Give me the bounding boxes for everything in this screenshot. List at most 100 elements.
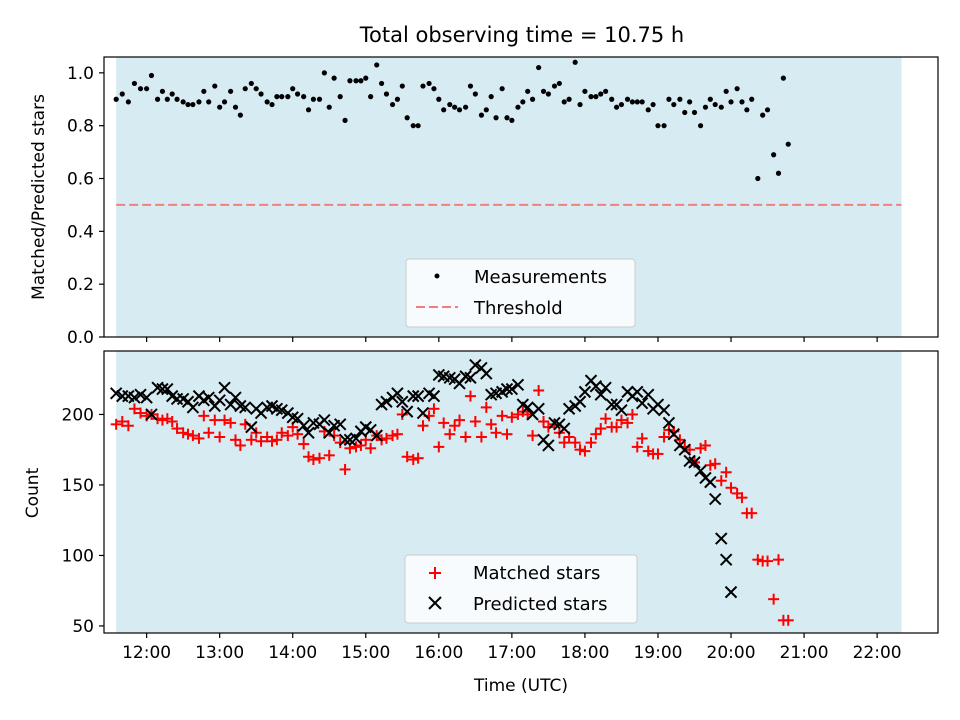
predicted-star-b <box>186 401 200 414</box>
legend-matched-marker <box>429 567 441 579</box>
predicted-star-b <box>202 391 215 404</box>
matched-star-point <box>506 411 518 423</box>
predicted-star-point <box>562 402 576 416</box>
matched-star-point <box>768 593 780 605</box>
predicted-star-point <box>631 385 644 399</box>
predicted-star-b <box>359 420 372 434</box>
measurement-point <box>536 64 542 71</box>
measurement-point <box>755 175 761 182</box>
predicted-star-b <box>631 385 644 399</box>
measurement-point <box>540 88 547 94</box>
bottom-x-tick-label: 17:00 <box>487 643 536 663</box>
measurement-point <box>269 101 275 108</box>
measurement-point <box>520 99 526 105</box>
measurement-point <box>206 99 212 105</box>
predicted-star-b <box>239 401 252 414</box>
measurement-point <box>174 96 180 102</box>
measurement-point <box>572 59 578 65</box>
matched-star-point <box>600 413 612 425</box>
measurement-point <box>504 115 510 121</box>
matched-star-point <box>720 466 732 478</box>
predicted-star-b <box>245 420 258 434</box>
bottom-y-axis: 50 100 150 200 <box>62 405 104 637</box>
measurement-point <box>374 62 380 68</box>
measurement-point <box>159 88 166 94</box>
measurement-point <box>582 88 588 94</box>
matched-star-point <box>725 482 737 494</box>
measurement-point <box>290 86 296 92</box>
bottom-legend: Matched stars Predicted stars <box>404 554 638 624</box>
predicted-star-point <box>161 382 174 396</box>
matched-star-point <box>255 435 267 447</box>
predicted-star-b <box>400 405 414 418</box>
measurement-point <box>248 80 254 87</box>
predicted-star-b <box>229 391 242 404</box>
measurement-point <box>593 94 599 100</box>
matched-star-point <box>501 428 513 440</box>
predicted-star-b <box>548 416 561 430</box>
matched-star-point <box>782 614 794 626</box>
predicted-star-b <box>291 412 304 425</box>
matched-star-point <box>407 454 419 466</box>
bottom-x-tick-label: 20:00 <box>707 643 756 663</box>
predicted-star-b <box>333 418 347 431</box>
legend-matched-label: Matched stars <box>473 563 600 584</box>
measurement-point <box>279 94 285 100</box>
matched-star-point <box>736 492 748 504</box>
bottom-x-axis: 12:00 13:00 14:00 15:00 16:00 17:00 18:00 19:00… <box>122 633 902 663</box>
bottom-x-tick-label: 19:00 <box>633 643 682 663</box>
predicted-star-point <box>333 418 347 431</box>
measurement-point <box>201 88 207 94</box>
measurement-point <box>441 107 447 113</box>
matched-star-point <box>590 428 602 440</box>
predicted-star-b <box>542 439 555 452</box>
measurement-point <box>326 104 332 110</box>
matched-star-point <box>496 410 508 422</box>
measurement-point <box>258 91 264 97</box>
measurement-point <box>671 101 677 108</box>
predicted-star-point <box>202 391 215 404</box>
measurement-point <box>190 101 196 108</box>
measurement-point <box>185 101 191 108</box>
matched-star-point <box>245 434 257 446</box>
bottom-x-tick-label: 16:00 <box>414 643 463 663</box>
top-x-ticks <box>146 337 878 342</box>
matched-star-point <box>615 414 627 426</box>
matched-star-point <box>156 414 168 426</box>
predicted-star-point <box>323 426 336 439</box>
top-panel-frame <box>103 56 939 338</box>
matched-star-point <box>171 423 183 435</box>
measurement-point <box>499 86 505 92</box>
predicted-star-point <box>128 391 141 404</box>
measurement-point <box>488 94 494 100</box>
predicted-star-b <box>635 396 649 410</box>
bottom-panel: 50 100 150 200 12:00 13:00 14:00 15:00 16:00 17:… <box>23 350 939 696</box>
predicted-star-point <box>380 395 393 408</box>
measurement-point <box>760 112 766 118</box>
predicted-star-b <box>370 429 383 442</box>
matched-star-point <box>323 449 335 461</box>
predicted-star-point <box>605 398 618 411</box>
predicted-star-point <box>400 405 414 418</box>
measurement-point <box>436 96 442 102</box>
predicted-star-point <box>186 401 200 414</box>
predicted-star-b <box>218 381 231 394</box>
measurement-point <box>629 99 636 105</box>
predicted-star-point <box>704 475 717 489</box>
predicted-star-point <box>109 387 123 400</box>
predicted-star-b <box>364 423 377 437</box>
bottom-y-tick-label: 100 <box>62 546 94 566</box>
predicted-star-point <box>245 420 258 434</box>
measurement-point <box>410 123 416 129</box>
predicted-star-b <box>464 371 477 384</box>
matched-star-point <box>271 434 283 446</box>
predicted-star-b <box>234 399 247 413</box>
matched-star-point <box>229 434 241 446</box>
predicted-star-b <box>396 395 409 408</box>
matched-star-point <box>585 437 597 449</box>
matched-star-point <box>611 421 623 433</box>
matched-star-point <box>715 475 727 487</box>
predicted-star-point <box>349 432 363 445</box>
bottom-panel-frame <box>103 350 939 634</box>
measurement-point <box>383 91 390 97</box>
